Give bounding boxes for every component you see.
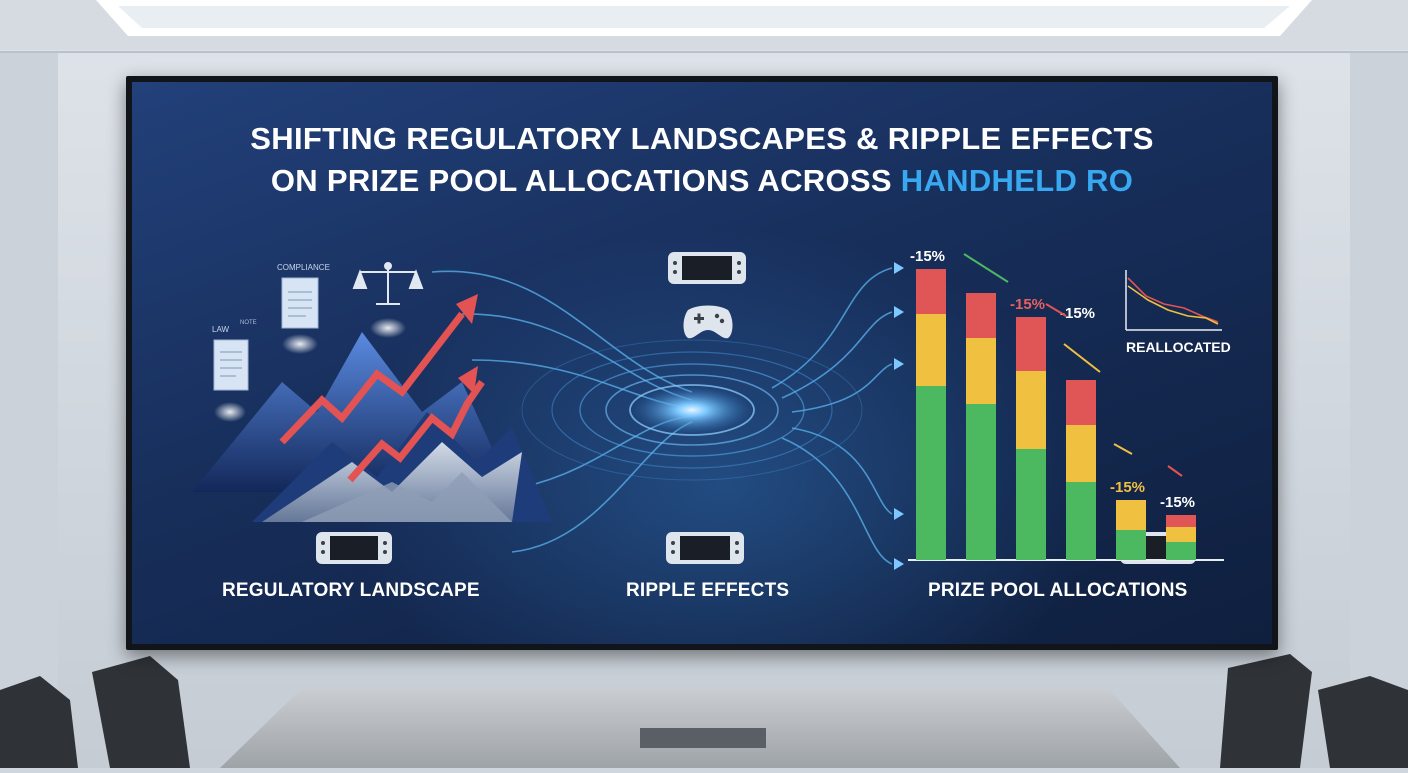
trend-arrow (963, 253, 1009, 283)
bar-segment (1166, 527, 1196, 542)
trend-arrow (1113, 443, 1133, 455)
data-label: -15% (1110, 479, 1145, 496)
chair-right (1220, 654, 1408, 768)
law-doc-label: LAW (212, 325, 229, 334)
prize-pool-chart: -15% -15% -15% -15% -15% (908, 248, 1224, 561)
title-line-2-highlight: HANDHELD RO (900, 163, 1134, 198)
handheld-console-icon (668, 252, 746, 284)
data-label: -15% (910, 248, 945, 265)
bar-segment (966, 338, 996, 404)
handheld-console-icon (316, 532, 392, 564)
title-line-2-prefix: ON PRIZE POOL ALLOCATIONS ACROSS (270, 163, 892, 198)
bar-segment (1066, 482, 1096, 560)
bar-segment (916, 314, 946, 386)
data-label: -15% (1160, 494, 1195, 511)
rising-trend-arrows (279, 311, 485, 483)
trend-arrow (1045, 303, 1067, 317)
section-label-regulatory: REGULATORY LANDSCAPE (222, 580, 480, 601)
bar-segment (1116, 530, 1146, 560)
presentation-slide: SHIFTING REGULATORY LANDSCAPES & RIPPLE … (132, 82, 1272, 644)
reallocated-label: REALLOCATED (1126, 339, 1231, 355)
bar-segment (1016, 371, 1046, 449)
slide-title: SHIFTING REGULATORY LANDSCAPES & RIPPLE … (132, 118, 1272, 202)
bar-segment (1066, 425, 1096, 482)
trend-arrow (1167, 465, 1183, 477)
scales-of-justice-icon (352, 262, 424, 338)
bar-segment (1166, 542, 1196, 560)
gamepad-icon (683, 305, 733, 339)
data-label: -15% (1060, 305, 1095, 322)
section-label-prize-pool: PRIZE POOL ALLOCATIONS (928, 580, 1188, 601)
bar-segment (1066, 380, 1096, 425)
bar-segment (1166, 515, 1196, 527)
trend-arrow (1063, 343, 1101, 373)
wall-display: SHIFTING REGULATORY LANDSCAPES & RIPPLE … (126, 76, 1278, 650)
title-line-1: SHIFTING REGULATORY LANDSCAPES & RIPPLE … (250, 121, 1154, 156)
bar-segment (1116, 500, 1146, 530)
chair-left (0, 656, 190, 768)
slide-graphics: COMPLIANCE LAW NOTE (192, 248, 1231, 570)
table-port (640, 728, 766, 748)
law-doc-icon (213, 339, 249, 422)
ripple-center (521, 339, 863, 481)
mountain-range (192, 332, 552, 522)
bar-segment (1016, 449, 1046, 560)
small-doc-note: NOTE (240, 320, 257, 326)
handheld-console-icon (666, 532, 744, 564)
compliance-doc-icon (281, 277, 319, 354)
bar-segment (1016, 317, 1046, 371)
reallocated-mini-chart (1125, 270, 1222, 331)
flow-arrowheads (894, 262, 904, 570)
data-label: -15% (1010, 296, 1045, 313)
compliance-doc-label: COMPLIANCE (277, 263, 330, 272)
trend-arrowheads (456, 294, 478, 394)
section-label-ripple: RIPPLE EFFECTS (626, 580, 790, 601)
bar-segment (966, 404, 996, 560)
bar-segment (916, 386, 946, 560)
bar-segment (966, 293, 996, 338)
bar-segment (916, 269, 946, 314)
